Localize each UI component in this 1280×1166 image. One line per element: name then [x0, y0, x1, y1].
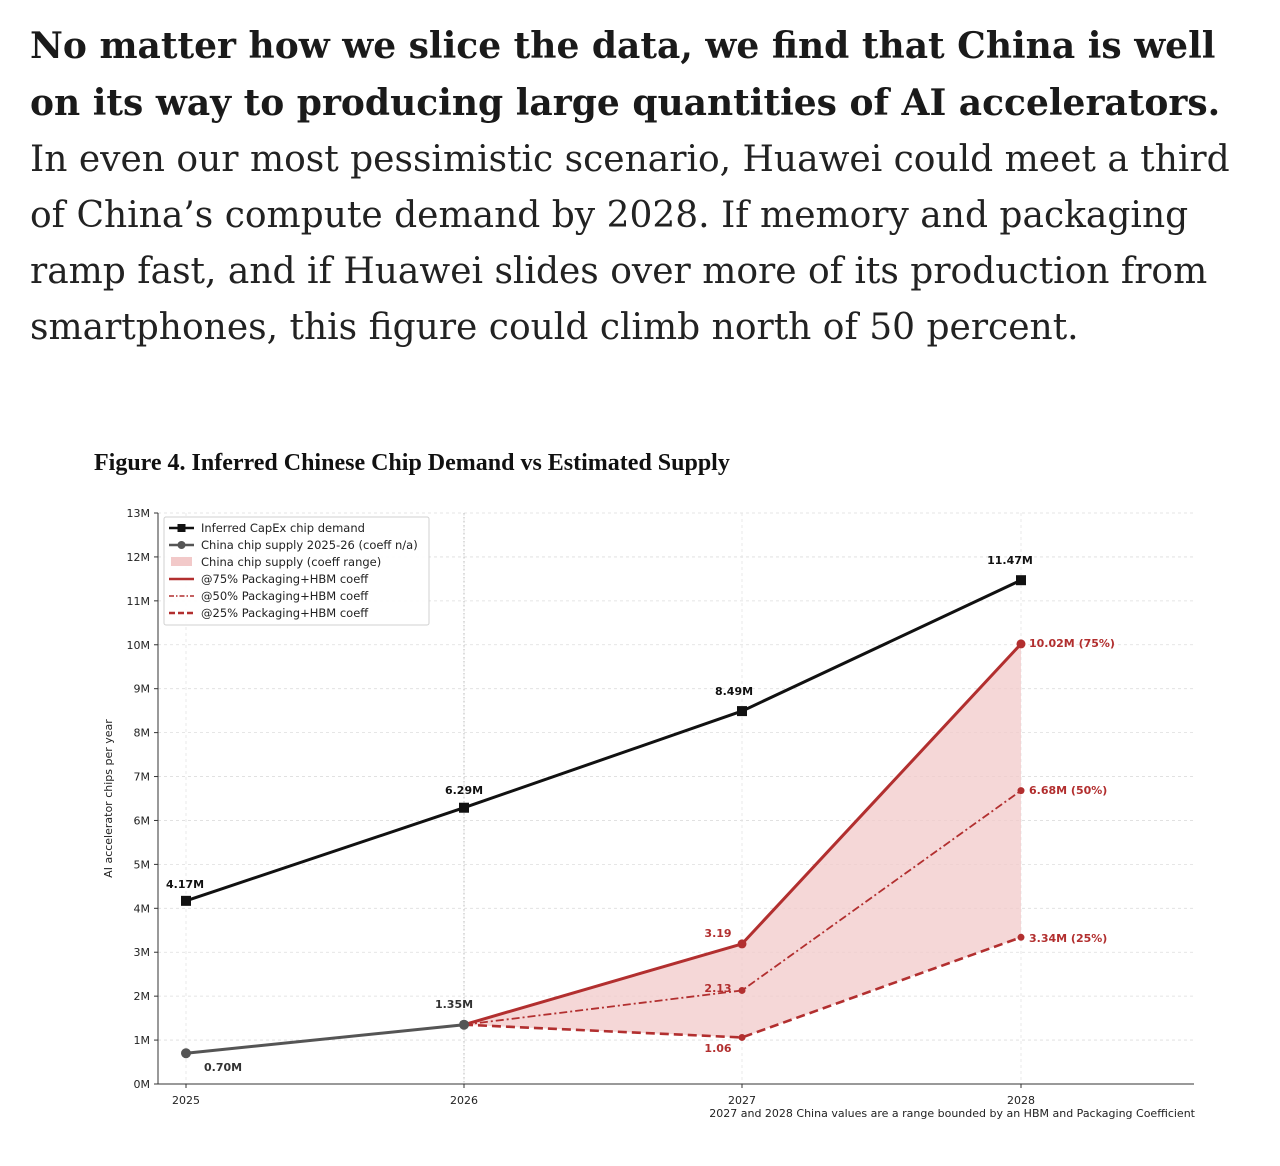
supply-early-line: [185, 1023, 465, 1055]
x-tick-label: 2027: [728, 1094, 756, 1107]
y-tick-label: 3M: [134, 946, 151, 959]
coeff-50-point: [1017, 787, 1025, 795]
y-tick-label: 4M: [134, 902, 151, 915]
legend-entry-label: Inferred CapEx chip demand: [201, 521, 365, 535]
coeff-25-line: [463, 936, 1022, 1039]
article-body-text: In even our most pessimistic scenario, H…: [30, 139, 1230, 348]
legend-entry-label: China chip supply 2025-26 (coeff n/a): [201, 538, 418, 552]
demand-point: [1016, 575, 1026, 586]
y-tick-label: 0M: [134, 1078, 151, 1091]
y-tick-label: 2M: [134, 990, 151, 1003]
coeff-75-data-label: 3.19: [704, 927, 731, 940]
y-tick-label: 7M: [134, 771, 151, 784]
demand-data-label: 4.17M: [166, 878, 204, 891]
figure-title: Figure 4. Inferred Chinese Chip Demand v…: [94, 450, 730, 476]
legend-entry-label: @50% Packaging+HBM coeff: [201, 589, 369, 603]
supply-early-data-label: 0.70M: [204, 1061, 242, 1074]
legend-entry-label: China chip supply (coeff range): [201, 555, 381, 569]
demand-point: [737, 706, 747, 717]
chart-footnote: 2027 and 2028 China values are a range b…: [709, 1107, 1195, 1120]
legend-marker-demand: [177, 524, 186, 532]
coeff-75-data-label: 10.02M (75%): [1029, 637, 1115, 650]
supply-range-band: [464, 643, 1021, 1038]
article-lead-sentence: No matter how we slice the data, we find…: [30, 25, 1221, 124]
y-tick-label: 10M: [127, 639, 151, 652]
legend-entry-label: @25% Packaging+HBM coeff: [201, 606, 369, 620]
y-tick-label: 11M: [127, 595, 151, 608]
coeff-50-data-label: 2.13: [704, 982, 731, 995]
y-tick-label: 1M: [134, 1034, 151, 1047]
supply-early-point: [181, 1048, 191, 1059]
coeff-25-point: [1017, 933, 1025, 941]
y-tick-label: 5M: [134, 858, 151, 871]
demand-point: [181, 895, 191, 906]
y-axis-label: AI accelerator chips per year: [102, 719, 115, 878]
coeff-50-data-label: 6.68M (50%): [1029, 784, 1107, 797]
demand-data-label: 8.49M: [715, 685, 753, 698]
legend-marker-supply-early: [177, 541, 186, 549]
coeff-50-point: [738, 986, 746, 994]
demand-line: [185, 578, 1022, 903]
coeff-50-line: [463, 789, 1022, 1026]
y-tick-label: 12M: [127, 551, 151, 564]
y-tick-label: 8M: [134, 727, 151, 740]
legend-entry-label: @75% Packaging+HBM coeff: [201, 572, 369, 586]
y-tick-label: 13M: [127, 507, 151, 520]
x-tick-label: 2026: [450, 1094, 478, 1107]
coeff-25-data-label: 1.06: [704, 1042, 731, 1055]
y-tick-label: 6M: [134, 814, 151, 827]
x-tick-label: 2028: [1007, 1094, 1035, 1107]
article-paragraph: No matter how we slice the data, we find…: [30, 18, 1250, 356]
y-tick-label: 9M: [134, 683, 151, 696]
demand-point: [459, 802, 469, 813]
supply-early-data-label: 1.35M: [435, 998, 473, 1011]
coeff-25-data-label: 3.34M (25%): [1029, 932, 1107, 945]
legend-swatch-range: [171, 557, 192, 566]
coeff-75-point: [1016, 639, 1026, 649]
demand-data-label: 6.29M: [445, 784, 483, 797]
coeff-25-point: [738, 1033, 746, 1041]
demand-data-label: 11.47M: [987, 554, 1033, 567]
x-tick-label: 2025: [172, 1094, 200, 1107]
coeff-75-point: [737, 939, 747, 949]
supply-early-point: [459, 1019, 469, 1030]
legend-box: [163, 516, 430, 626]
